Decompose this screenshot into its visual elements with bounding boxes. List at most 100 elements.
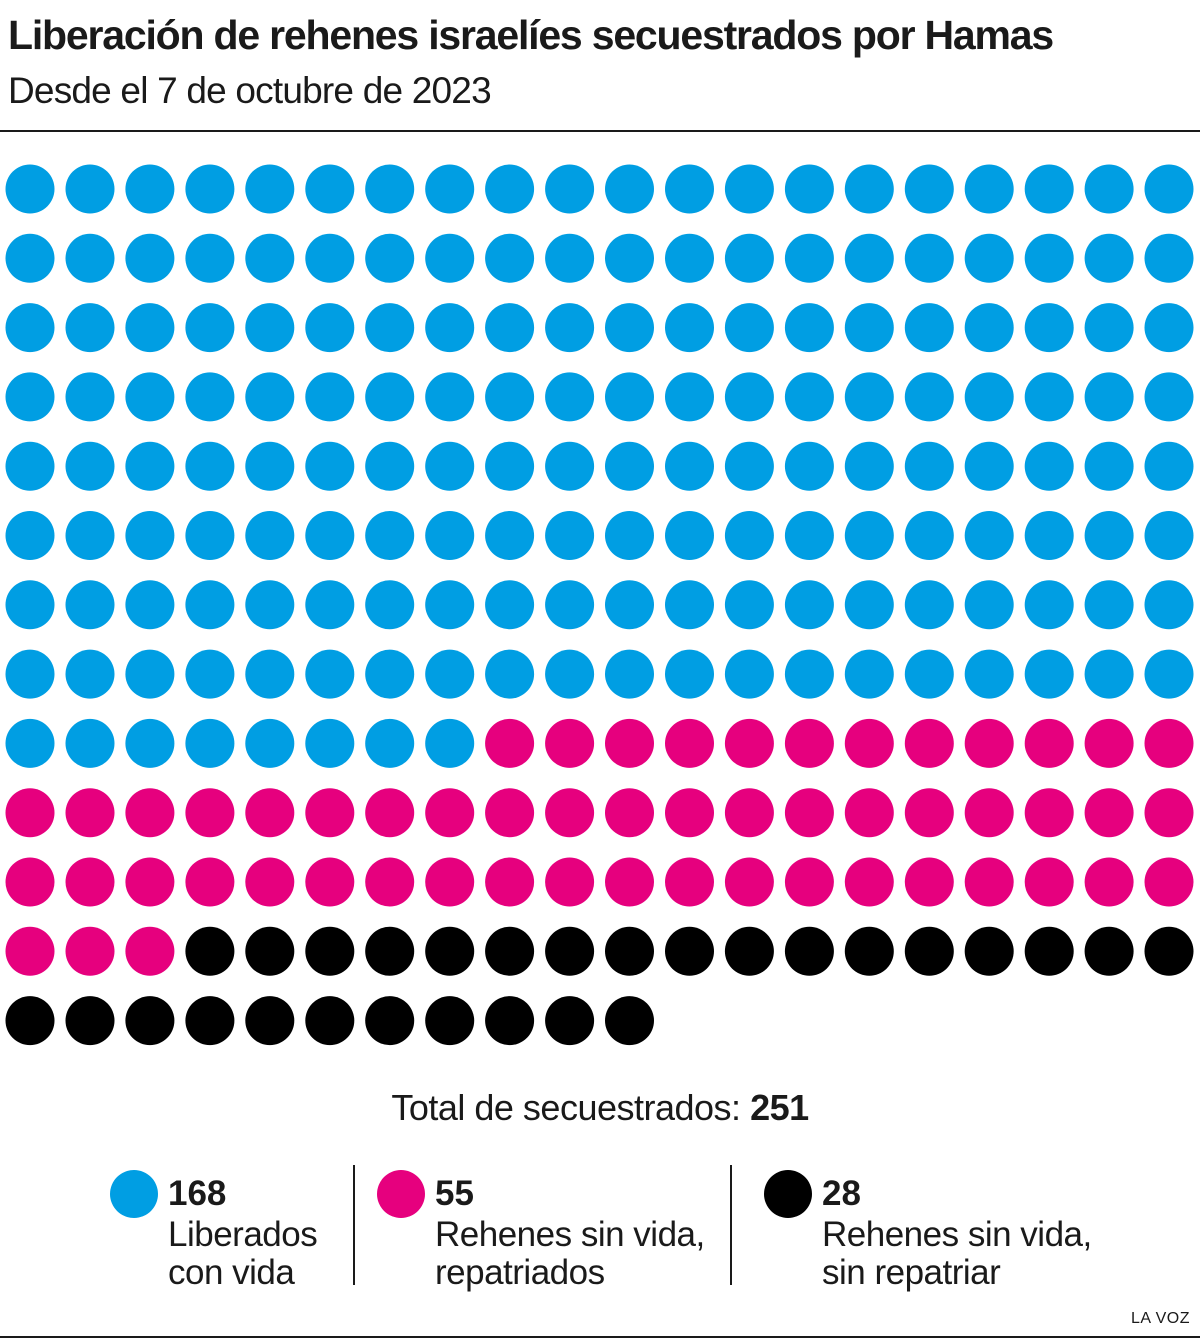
dot-liberado — [125, 164, 175, 214]
dot-sin-repatriar — [964, 926, 1014, 976]
dot-liberado — [1024, 303, 1074, 353]
legend-label-line2: repatriados — [435, 1253, 605, 1292]
dot-sin-repatriar — [485, 996, 535, 1046]
dot-liberado — [904, 164, 954, 214]
dot-liberado — [245, 441, 295, 491]
dot-repatriado — [125, 857, 175, 907]
legend-label-repatriados: Rehenes sin vida, repatriados — [435, 1216, 765, 1292]
dot-liberado — [1024, 233, 1074, 283]
dot-liberado — [485, 511, 535, 560]
dot-repatriado — [724, 857, 774, 907]
dot-repatriado — [65, 926, 115, 976]
dot-liberado — [724, 580, 774, 630]
dot-liberado — [1144, 164, 1194, 214]
dot-liberado — [724, 233, 774, 283]
dot-liberado — [365, 511, 415, 560]
total-label: Total de secuestrados: — [391, 1087, 741, 1128]
dot-liberado — [904, 580, 954, 630]
dot-liberado — [724, 649, 774, 699]
dot-repatriado — [5, 857, 55, 907]
dot-liberado — [1144, 649, 1194, 699]
dot-liberado — [185, 441, 235, 491]
dot-repatriado — [545, 788, 595, 838]
dot-liberado — [844, 649, 894, 699]
dot-repatriado — [904, 718, 954, 768]
dot-repatriado — [245, 788, 295, 838]
legend-separator — [730, 1165, 732, 1285]
bottom-divider — [0, 1336, 1200, 1338]
dot-liberado — [1024, 441, 1074, 491]
dot-repatriado — [1084, 857, 1134, 907]
dot-liberado — [605, 511, 654, 560]
dot-repatriado — [425, 857, 475, 907]
dot-repatriado — [605, 788, 654, 838]
dot-sin-repatriar — [1144, 926, 1194, 976]
dot-liberado — [365, 441, 415, 491]
dot-liberado — [185, 372, 235, 422]
dot-repatriado — [1084, 788, 1134, 838]
dot-repatriado — [964, 857, 1014, 907]
chart-subtitle: Desde el 7 de octubre de 2023 — [8, 70, 492, 111]
dot-repatriado — [784, 857, 834, 907]
dot-repatriado — [844, 857, 894, 907]
dot-liberado — [665, 164, 714, 214]
dot-liberado — [485, 441, 535, 491]
dot-sin-repatriar — [545, 996, 595, 1046]
dot-repatriado — [784, 718, 834, 768]
dot-sin-repatriar — [485, 926, 535, 976]
dot-sin-repatriar — [724, 926, 774, 976]
dot-liberado — [305, 233, 355, 283]
dot-liberado — [125, 580, 175, 630]
legend-swatch-sin-repatriar — [764, 1170, 812, 1218]
dot-liberado — [605, 580, 654, 630]
dot-liberado — [185, 718, 235, 768]
dot-sin-repatriar — [605, 926, 654, 976]
dot-liberado — [545, 580, 595, 630]
dot-sin-repatriar — [665, 926, 714, 976]
dot-liberado — [605, 372, 654, 422]
dot-repatriado — [125, 926, 175, 976]
dot-repatriado — [365, 788, 415, 838]
dot-repatriado — [65, 857, 115, 907]
dot-liberado — [185, 233, 235, 283]
dot-liberado — [665, 303, 714, 353]
legend-label-line2: con vida — [168, 1253, 295, 1292]
dot-liberado — [724, 303, 774, 353]
dot-liberado — [185, 649, 235, 699]
dot-sin-repatriar — [365, 926, 415, 976]
dot-liberado — [125, 372, 175, 422]
legend-value-repatriados: 55 — [435, 1174, 474, 1213]
legend-label-line1: Liberados — [168, 1215, 318, 1254]
dot-liberado — [844, 441, 894, 491]
dot-liberado — [844, 233, 894, 283]
dot-repatriado — [1144, 857, 1194, 907]
dot-liberado — [245, 511, 295, 560]
dot-repatriado — [305, 857, 355, 907]
dot-sin-repatriar — [125, 996, 175, 1046]
dot-liberado — [545, 649, 595, 699]
dot-liberado — [1144, 441, 1194, 491]
dot-liberado — [125, 718, 175, 768]
dot-liberado — [125, 511, 175, 560]
credit-label: LA VOZ — [1130, 1310, 1190, 1327]
dot-liberado — [1024, 511, 1074, 560]
dot-sin-repatriar — [245, 926, 295, 976]
dot-liberado — [365, 233, 415, 283]
dot-liberado — [784, 580, 834, 630]
dot-repatriado — [904, 857, 954, 907]
dot-liberado — [904, 372, 954, 422]
dot-liberado — [784, 649, 834, 699]
dot-liberado — [305, 441, 355, 491]
dot-repatriado — [185, 857, 235, 907]
dot-liberado — [665, 372, 714, 422]
dot-sin-repatriar — [1024, 926, 1074, 976]
dot-liberado — [1144, 303, 1194, 353]
dot-liberado — [784, 164, 834, 214]
dot-liberado — [904, 303, 954, 353]
dot-liberado — [545, 164, 595, 214]
dot-repatriado — [784, 788, 834, 838]
dot-repatriado — [485, 857, 535, 907]
dot-repatriado — [5, 926, 55, 976]
dot-liberado — [425, 303, 475, 353]
dot-sin-repatriar — [365, 996, 415, 1046]
